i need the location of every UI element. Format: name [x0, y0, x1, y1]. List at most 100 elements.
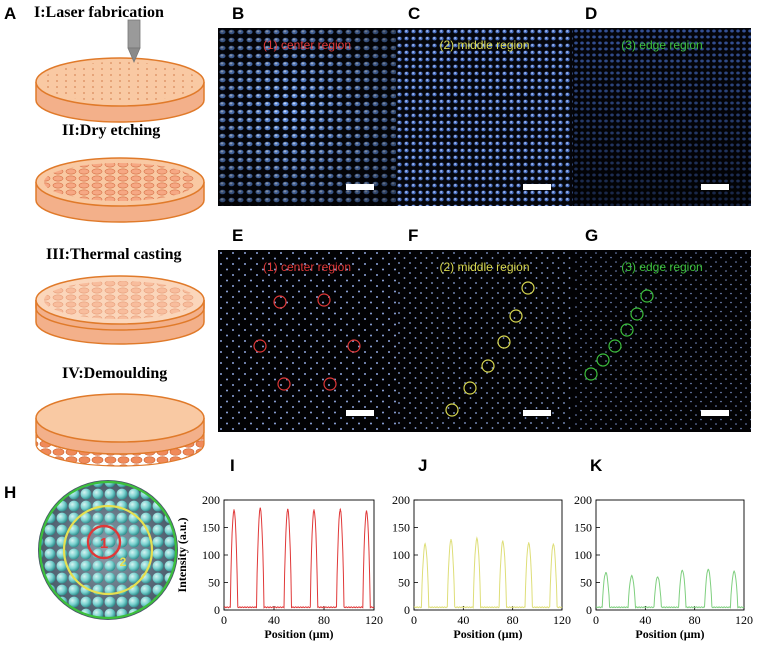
y-tick-label: 100: [574, 548, 592, 562]
x-tick-label: 120: [735, 613, 753, 627]
focal-spot-array: [573, 250, 751, 432]
y-tick-label: 0: [214, 603, 220, 617]
highlight-circles: [253, 293, 361, 391]
x-tick-label: 80: [689, 613, 701, 627]
peak-point: [476, 537, 478, 540]
x-axis-label: Position (μm): [453, 627, 522, 641]
peak-point: [502, 540, 504, 542]
step-title-laser-fabrication: I:Laser fabrication: [34, 4, 164, 21]
scale-bar: [523, 410, 551, 416]
region-label-center: (1) center region: [262, 38, 352, 52]
y-tick-label: 150: [574, 521, 592, 535]
ring-label-2: 2: [120, 555, 127, 569]
plot-frame: [595, 499, 745, 611]
peak-point: [339, 508, 341, 510]
peak-point: [259, 507, 261, 509]
panel-letter-k: K: [590, 456, 603, 475]
y-tick-label: 200: [202, 493, 220, 507]
x-tick-label: 80: [507, 613, 519, 627]
x-tick-label: 120: [365, 613, 383, 627]
step-title-demoulding: IV:Demoulding: [62, 365, 168, 382]
peak-point: [424, 543, 426, 545]
x-tick-label: 0: [593, 613, 599, 627]
laser-nozzle-icon: [127, 19, 141, 64]
x-tick-label: 0: [411, 613, 417, 627]
x-tick-label: 40: [639, 613, 651, 627]
edge-ring: [38, 480, 178, 620]
y-tick-label: 200: [574, 493, 592, 507]
x-axis-label: Position (μm): [635, 627, 704, 641]
intensity-plot-k: 0 50 100 150 200 0 40 80 120 Position (μm): [562, 488, 757, 648]
dish-demoulding: [35, 393, 205, 467]
dish-laser-fabrication: [35, 57, 205, 123]
panel-letter-a: A: [4, 4, 17, 23]
panel-letter-c: C: [408, 4, 421, 23]
focal-spot-array: [218, 250, 396, 432]
step-title-thermal-casting: III:Thermal casting: [46, 246, 182, 263]
region-label-edge: (3) edge region: [621, 38, 703, 52]
scale-bar: [701, 184, 729, 190]
panel-letter-g: G: [585, 226, 599, 245]
center-ring: [86, 524, 122, 560]
scale-bar: [346, 410, 374, 416]
region-label-middle: (2) middle region: [439, 38, 530, 52]
panel-letter-d: D: [585, 4, 598, 23]
micrograph-c-middle: (2) middle region: [396, 28, 573, 206]
panel-letter-e: E: [232, 226, 244, 245]
y-tick-label: 150: [202, 521, 220, 535]
panel-letter-f: F: [408, 226, 419, 245]
scale-bar: [701, 410, 729, 416]
intensity-series-line: [413, 536, 563, 609]
region-label-center: (1) center region: [262, 260, 352, 274]
peak-point: [681, 569, 683, 571]
intensity-plot-i-svg: 0 50 100 150 200 0 40 80 120 Position (μm) Intensi…: [175, 493, 383, 641]
x-tick-label: 0: [221, 613, 227, 627]
panel-letter-h: H: [4, 483, 17, 502]
plot-frame: [223, 499, 375, 611]
y-tick-label: 50: [580, 576, 592, 590]
x-tick-label: 40: [457, 613, 469, 627]
intensity-plot-i: 0 50 100 150 200 0 40 80 120 Position (μm) Intensi…: [175, 488, 386, 648]
y-axis-label: Intensity (a.u.): [176, 517, 189, 592]
highlight-circles: [445, 281, 535, 417]
peak-point: [631, 575, 633, 577]
region-label-edge: (3) edge region: [621, 260, 703, 274]
lens-array-pattern: [396, 28, 573, 206]
x-tick-label: 40: [268, 613, 280, 627]
peak-point: [733, 570, 735, 573]
focal-spots-f-middle: (2) middle region: [396, 250, 573, 432]
intensity-series-line: [595, 568, 745, 609]
peak-point: [287, 508, 289, 510]
ring-label-1: 1: [100, 535, 108, 552]
lens-array-pattern: [573, 28, 751, 206]
peak-point: [233, 509, 235, 511]
y-tick-label: 200: [392, 493, 410, 507]
dish-dry-etching: [35, 157, 205, 223]
peak-point: [707, 568, 709, 570]
scale-bar: [346, 184, 374, 190]
peak-point: [450, 539, 452, 541]
peak-point: [313, 509, 315, 511]
panel-letter-j: J: [418, 456, 428, 475]
x-tick-label: 120: [553, 613, 571, 627]
step-title-dry-etching: II:Dry etching: [62, 122, 161, 139]
peak-point: [552, 543, 554, 545]
micrograph-d-edge: (3) edge region: [573, 28, 751, 206]
x-axis-label: Position (μm): [264, 627, 333, 641]
y-tick-label: 100: [392, 548, 410, 562]
y-tick-label: 0: [404, 603, 410, 617]
middle-ring: [62, 504, 154, 596]
panel-letter-i: I: [230, 456, 235, 475]
y-tick-label: 50: [208, 576, 220, 590]
focal-spots-e-center: (1) center region: [218, 250, 396, 432]
region-label-middle: (2) middle region: [439, 260, 530, 274]
x-tick-label: 80: [318, 613, 330, 627]
peak-point: [605, 572, 607, 574]
micrograph-b-center: (1) center region: [218, 28, 396, 206]
intensity-plot-j: 0 50 100 150 200 0 40 80 120 Position (μm): [380, 488, 575, 648]
intensity-plot-k-svg: 0 50 100 150 200 0 40 80 120 Position (μm): [574, 493, 753, 641]
peak-point: [365, 510, 368, 512]
panel-letter-b: B: [232, 4, 245, 23]
y-tick-label: 50: [398, 576, 410, 590]
peak-point: [528, 542, 530, 544]
